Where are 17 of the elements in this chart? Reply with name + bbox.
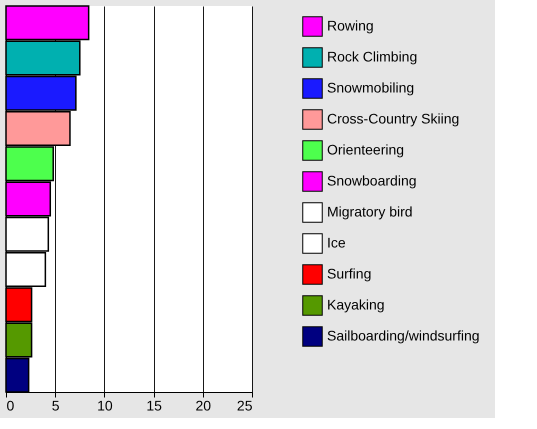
legend-label: Migratory bird	[327, 204, 413, 220]
legend-label: Rowing	[327, 18, 374, 34]
legend-label: Kayaking	[327, 296, 385, 312]
legend-label: Orienteering	[327, 142, 404, 158]
legend-label: Sailboarding/windsurfing	[327, 328, 480, 344]
x-tick-label: 10	[97, 398, 113, 414]
x-tick-label: 25	[236, 398, 253, 414]
x-tick-label: 20	[196, 398, 212, 414]
legend-label: Surfing	[327, 266, 372, 282]
legend-label: Rock Climbing	[327, 48, 418, 64]
legend-label: Ice	[327, 234, 346, 250]
x-tick-label: 5	[52, 398, 60, 414]
legend-label: Snowboarding	[327, 172, 417, 188]
legend-label: Snowmobiling	[327, 80, 414, 96]
x-tick-label: 0	[6, 398, 14, 414]
x-tick-label: 15	[146, 398, 162, 414]
legend-label: Cross-Country Skiing	[327, 110, 460, 126]
